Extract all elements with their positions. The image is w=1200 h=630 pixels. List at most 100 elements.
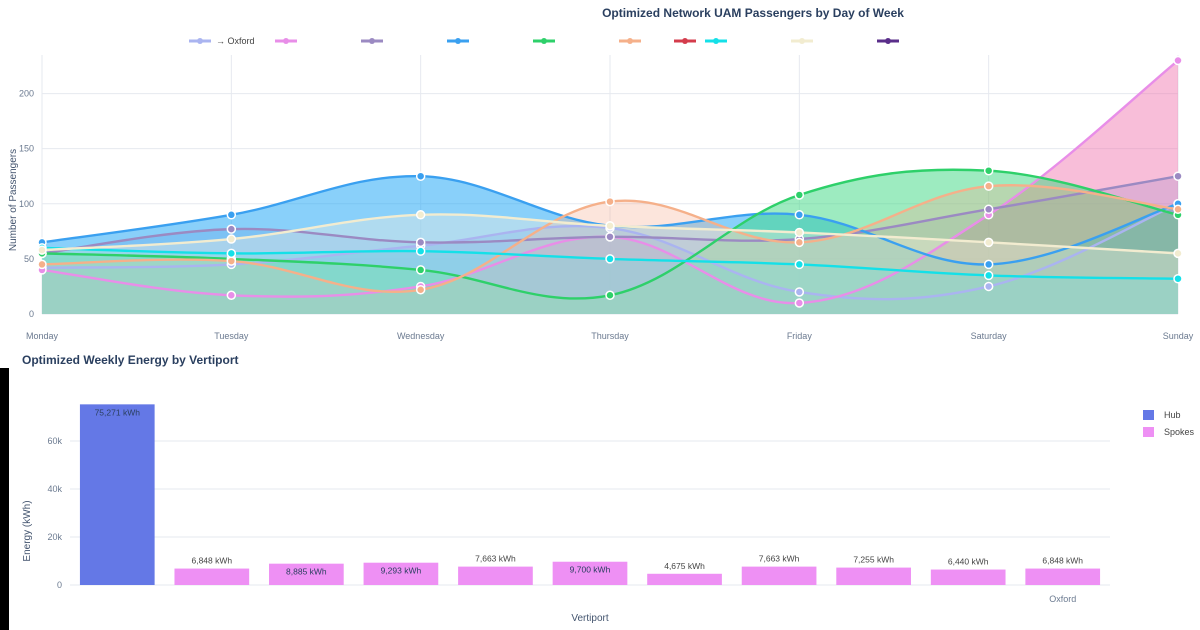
passengers-x-tick-label: Friday — [787, 331, 813, 341]
energy-y-tick-label: 0 — [57, 580, 62, 590]
passengers-point — [794, 298, 805, 308]
energy-y-tick-label: 40k — [47, 484, 62, 494]
energy-legend-label[interactable]: Hub — [1164, 410, 1181, 420]
passengers-point — [415, 285, 426, 295]
energy-legend-swatch[interactable] — [1143, 410, 1154, 420]
passengers-point — [794, 259, 805, 270]
passengers-point — [1173, 55, 1183, 66]
energy-bar — [79, 404, 155, 585]
passengers-point — [226, 256, 237, 266]
passengers-point — [226, 210, 237, 220]
energy-bar — [269, 563, 344, 585]
passengers-axes: 0 50 100 150 200 Monday Tuesday Wednesday Thursd… — [19, 89, 1194, 341]
energy-bar-label: 7,663 kWh — [759, 554, 800, 564]
legend-marker-series-5[interactable] — [541, 38, 547, 44]
passengers-point — [983, 204, 994, 215]
legend-marker-series-8[interactable] — [799, 38, 805, 44]
passengers-area-series-8 — [42, 214, 1178, 314]
energy-bar-label: 6,848 kWh — [191, 556, 232, 566]
passengers-area-chart: Optimized Network UAM Passengers by Day … — [8, 6, 1194, 341]
passengers-point — [415, 265, 426, 275]
passengers-point — [415, 171, 426, 181]
energy-bar-label: 7,255 kWh — [853, 555, 894, 565]
energy-bar-label: 7,663 kWh — [475, 554, 516, 564]
energy-bar — [741, 566, 817, 585]
energy-y-axis-title: Energy (kWh) — [22, 500, 33, 561]
energy-bar-label: 6,440 kWh — [948, 557, 989, 567]
passengers-point — [794, 210, 805, 220]
energy-legend-label[interactable]: Spokes — [1164, 427, 1195, 437]
passengers-y-tick-label: 0 — [29, 309, 34, 319]
passengers-point — [794, 287, 805, 297]
energy-bar — [458, 566, 533, 585]
passengers-point — [226, 248, 237, 259]
energy-y-tick-label: 60k — [47, 436, 62, 446]
passengers-point — [226, 234, 237, 244]
passengers-point — [983, 259, 994, 270]
energy-chart-title: Optimized Weekly Energy by Vertiport — [22, 353, 239, 367]
passengers-legend[interactable]: → Oxford — [189, 36, 899, 46]
energy-legend[interactable]: Hub Spokes — [1143, 410, 1195, 437]
passengers-point — [226, 290, 237, 301]
energy-bar — [174, 568, 250, 585]
legend-marker-series-3[interactable] — [369, 38, 375, 44]
legend-marker-extra[interactable] — [682, 38, 688, 44]
passengers-point — [983, 237, 994, 248]
energy-bar — [1025, 568, 1101, 585]
energy-bars: 75,271 kWh 6,848 kWh 8,885 kWh 9,293 kWh 7,6… — [79, 404, 1101, 585]
passengers-point — [605, 196, 615, 207]
passengers-point — [226, 224, 237, 234]
passengers-point — [605, 254, 615, 264]
legend-marker-series-6[interactable] — [627, 38, 633, 44]
legend-marker-series-2[interactable] — [283, 38, 289, 44]
passengers-point — [37, 259, 47, 270]
energy-x-tick-label: Oxford — [1049, 594, 1076, 604]
energy-bar — [552, 561, 628, 585]
legend-marker-extra-2[interactable] — [885, 38, 891, 44]
left-edge-strip — [0, 368, 9, 630]
legend-marker-series-7[interactable] — [713, 38, 719, 44]
passengers-x-tick-label: Sunday — [1163, 331, 1194, 341]
passengers-point — [605, 290, 615, 301]
passengers-point — [415, 210, 426, 220]
passengers-area-series-5 — [42, 169, 1178, 314]
passengers-point — [605, 221, 615, 231]
energy-bar-label: 75,271 kWh — [95, 407, 141, 417]
energy-bar-label: 6,848 kWh — [1042, 556, 1083, 566]
energy-legend-swatch[interactable] — [1143, 427, 1154, 437]
passengers-point — [1173, 171, 1183, 181]
energy-bar — [363, 562, 439, 585]
passengers-point — [983, 270, 994, 281]
passengers-point — [983, 165, 994, 176]
energy-bar-chart: Optimized Weekly Energy by Vertiport 75,… — [22, 353, 1195, 624]
passengers-y-axis-title: Number of Passengers — [8, 149, 19, 251]
energy-bar-label: 9,700 kWh — [570, 565, 611, 575]
legend-marker-series-1[interactable] — [197, 38, 203, 44]
passengers-y-tick-label: 200 — [19, 89, 34, 99]
passengers-point — [1173, 248, 1183, 259]
passengers-y-tick-label: 100 — [19, 199, 34, 209]
passengers-points — [37, 55, 1183, 308]
energy-bar — [836, 567, 911, 585]
passengers-point — [415, 237, 426, 248]
energy-bar — [647, 573, 722, 585]
energy-bar-label: 4,675 kWh — [664, 561, 705, 571]
passengers-chart-title: Optimized Network UAM Passengers by Day … — [602, 6, 904, 20]
passengers-point — [1173, 273, 1183, 284]
passengers-point — [37, 245, 47, 255]
passengers-point — [794, 190, 805, 200]
passengers-point — [983, 281, 994, 292]
passengers-x-tick-label: Monday — [26, 331, 59, 341]
legend-marker-series-4[interactable] — [455, 38, 461, 44]
passengers-point — [415, 246, 426, 256]
passengers-x-tick-label: Wednesday — [397, 331, 445, 341]
energy-x-axis-title: Vertiport — [571, 613, 608, 624]
passengers-x-tick-label: Tuesday — [214, 331, 249, 341]
legend-label-oxford[interactable]: → Oxford — [216, 36, 255, 46]
passengers-point — [983, 181, 994, 191]
passengers-point — [794, 237, 805, 248]
energy-bar-label: 8,885 kWh — [286, 567, 327, 577]
energy-bar-label: 9,293 kWh — [381, 566, 422, 576]
passengers-x-tick-label: Thursday — [591, 331, 629, 341]
energy-bar — [930, 569, 1006, 585]
